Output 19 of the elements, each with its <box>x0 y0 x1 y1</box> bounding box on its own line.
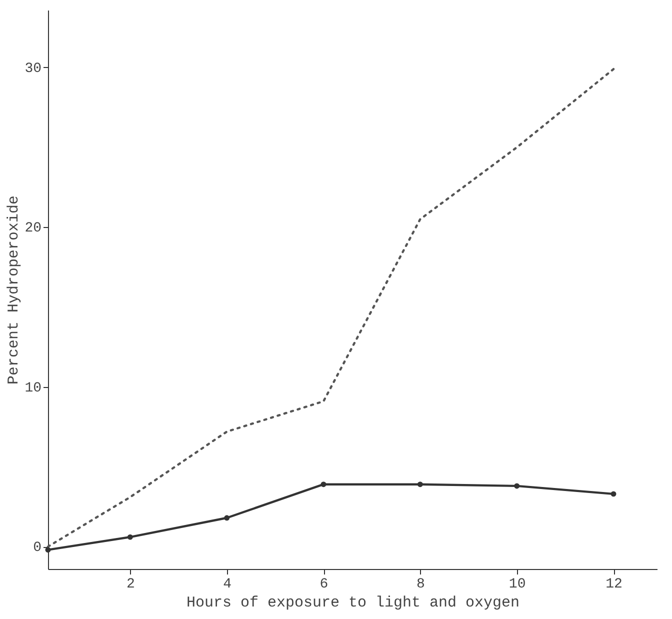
point <box>127 534 133 540</box>
point <box>417 482 423 488</box>
point <box>514 483 520 489</box>
y-tick-label: 20 <box>24 220 42 237</box>
y-tick-label: 10 <box>24 380 42 396</box>
point <box>224 515 230 521</box>
point <box>45 547 51 553</box>
x-tick-label: 12 <box>606 576 622 592</box>
y-axis-title: Percent Hydroperoxide <box>6 195 23 385</box>
x-tick-label: 10 <box>508 576 526 592</box>
y-tick-label: 0 <box>33 540 42 556</box>
x-tick-label: 8 <box>416 576 425 592</box>
y-tick-label: 30 <box>24 60 42 77</box>
point <box>320 482 326 488</box>
x-tick-label: 4 <box>223 576 232 592</box>
x-axis-title: Hours of exposure to light and oxygen <box>186 594 520 612</box>
x-tick-label: 2 <box>126 576 135 592</box>
point <box>610 491 616 497</box>
x-tick-label: 6 <box>320 576 328 592</box>
